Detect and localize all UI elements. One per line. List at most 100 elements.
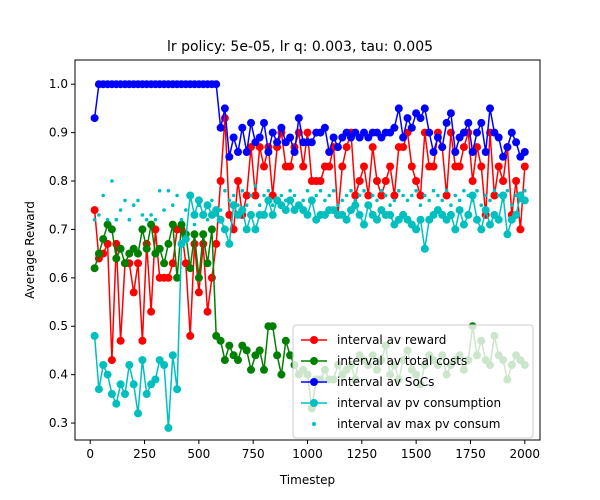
data-point bbox=[520, 196, 529, 205]
data-point bbox=[336, 203, 340, 207]
data-point bbox=[94, 385, 103, 394]
data-point bbox=[216, 215, 225, 224]
data-point bbox=[118, 208, 123, 212]
data-point bbox=[462, 188, 466, 193]
data-point bbox=[105, 217, 110, 222]
data-point bbox=[394, 104, 403, 113]
data-point bbox=[144, 217, 149, 222]
x-tick-label: 750 bbox=[242, 447, 265, 461]
data-point bbox=[310, 198, 314, 203]
data-point bbox=[390, 191, 399, 200]
data-point bbox=[442, 191, 451, 200]
data-point bbox=[173, 273, 182, 282]
data-point bbox=[190, 210, 199, 219]
data-point bbox=[229, 133, 238, 142]
data-point bbox=[340, 198, 345, 203]
legend-swatch-marker bbox=[310, 336, 318, 344]
data-point bbox=[203, 259, 212, 268]
data-point bbox=[314, 193, 319, 198]
data-point bbox=[151, 375, 160, 384]
data-point bbox=[364, 191, 373, 200]
data-point bbox=[101, 193, 105, 198]
data-point bbox=[242, 225, 251, 234]
x-tick-label: 1000 bbox=[292, 447, 323, 461]
data-point bbox=[277, 123, 286, 132]
series-line bbox=[93, 193, 526, 428]
data-point bbox=[453, 193, 458, 198]
data-point bbox=[134, 249, 142, 258]
data-point bbox=[121, 390, 129, 398]
x-tick-label: 1250 bbox=[347, 447, 378, 461]
data-point bbox=[116, 336, 125, 345]
data-point bbox=[110, 179, 114, 183]
data-point bbox=[168, 220, 177, 229]
data-point bbox=[188, 193, 192, 198]
data-point bbox=[107, 390, 116, 398]
data-point bbox=[366, 203, 371, 207]
data-point bbox=[368, 143, 377, 152]
data-point bbox=[297, 203, 301, 207]
data-point bbox=[507, 128, 516, 137]
data-point bbox=[290, 148, 299, 156]
data-point bbox=[275, 198, 279, 203]
data-point bbox=[251, 191, 260, 200]
data-point bbox=[316, 177, 325, 185]
data-point bbox=[116, 244, 125, 253]
data-point bbox=[268, 210, 277, 219]
data-point bbox=[99, 235, 108, 244]
data-point bbox=[516, 225, 525, 234]
data-point bbox=[266, 188, 271, 193]
series-1 bbox=[90, 114, 529, 365]
data-point bbox=[379, 188, 384, 193]
data-point bbox=[173, 385, 182, 394]
data-point bbox=[514, 193, 518, 198]
data-point bbox=[468, 148, 477, 156]
data-point bbox=[216, 123, 225, 132]
data-point bbox=[451, 148, 460, 156]
data-point bbox=[288, 188, 292, 193]
data-point bbox=[455, 162, 464, 171]
data-point bbox=[464, 118, 473, 127]
data-point bbox=[397, 188, 401, 193]
data-point bbox=[438, 143, 447, 152]
data-point bbox=[355, 177, 364, 185]
y-axis-label: Average Reward bbox=[23, 201, 37, 299]
data-point bbox=[90, 114, 99, 123]
data-point bbox=[373, 177, 381, 185]
chart-title: lr policy: 5e-05, lr q: 0.003, tau: 0.00… bbox=[167, 39, 433, 55]
data-point bbox=[107, 356, 116, 365]
data-point bbox=[342, 215, 351, 224]
data-point bbox=[360, 220, 368, 229]
data-point bbox=[136, 198, 140, 203]
data-point bbox=[327, 193, 332, 198]
data-point bbox=[123, 198, 127, 203]
data-point bbox=[234, 356, 242, 365]
data-point bbox=[470, 198, 475, 203]
data-point bbox=[412, 225, 421, 234]
data-point bbox=[444, 188, 449, 193]
data-point bbox=[129, 288, 138, 297]
data-point bbox=[207, 225, 216, 234]
data-point bbox=[318, 188, 323, 193]
data-point bbox=[116, 380, 125, 389]
data-point bbox=[486, 220, 494, 229]
data-point bbox=[201, 213, 205, 217]
data-point bbox=[459, 143, 468, 152]
data-point bbox=[216, 336, 225, 345]
data-point bbox=[481, 148, 490, 156]
data-point bbox=[127, 217, 132, 222]
data-point bbox=[416, 215, 425, 224]
data-point bbox=[407, 123, 416, 132]
data-point bbox=[264, 148, 273, 156]
y-tick-label: 0.3 bbox=[49, 416, 68, 430]
legend-swatch-marker bbox=[310, 378, 318, 386]
series-5 bbox=[92, 179, 527, 227]
data-point bbox=[486, 104, 494, 113]
data-point bbox=[459, 220, 468, 229]
data-point bbox=[307, 138, 316, 147]
data-point bbox=[512, 210, 521, 219]
data-point bbox=[220, 356, 229, 365]
data-point bbox=[477, 162, 486, 171]
data-point bbox=[477, 118, 486, 127]
